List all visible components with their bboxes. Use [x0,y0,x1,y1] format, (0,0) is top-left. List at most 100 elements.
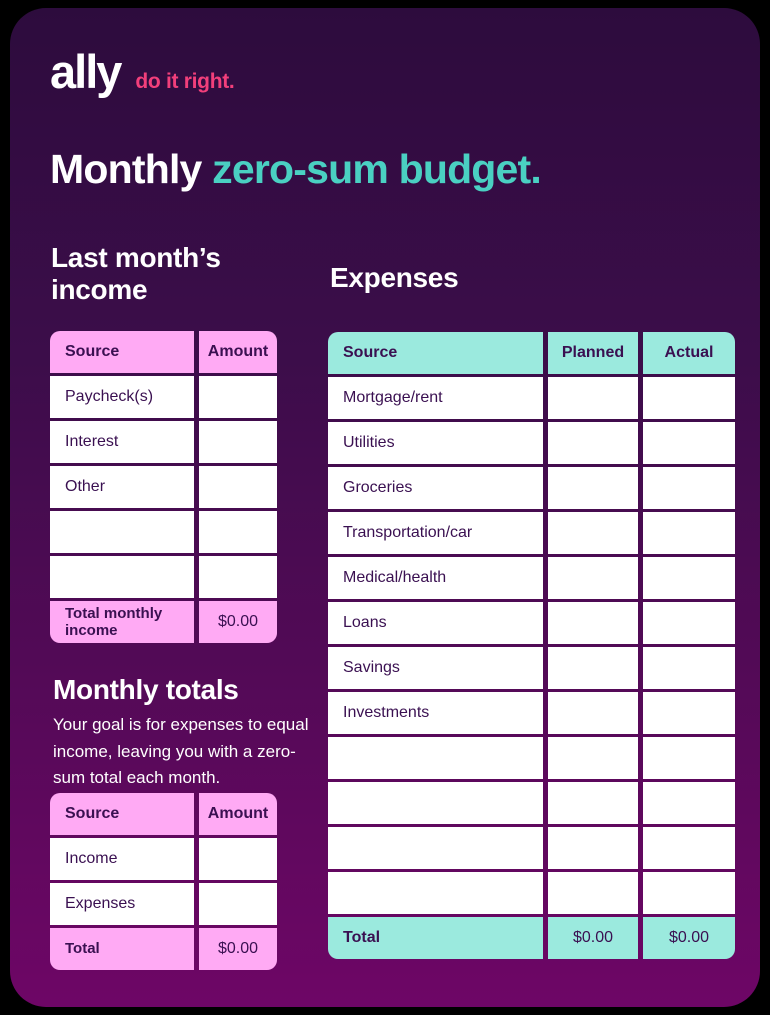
income-header-amount: Amount [199,331,277,373]
worksheet-card: ally do it right. Monthly zero-sum budge… [10,8,760,1007]
income-row [50,556,277,598]
expense-actual-cell [643,557,735,599]
expenses-section-heading: Expenses [330,262,459,293]
expense-source-cell: Savings [328,647,543,689]
income-amount-cell [199,376,277,418]
page-title-zero-sum: zero-sum budget. [212,146,542,192]
expense-row: Mortgage/rent [328,377,735,419]
expense-row: Investments [328,692,735,734]
income-row: Other [50,466,277,508]
expense-row: Loans [328,602,735,644]
ally-logo: ally [50,45,122,98]
totals-row: Expenses [50,883,277,925]
totals-amount-cell [199,838,277,880]
totals-header-source: Source [50,793,194,835]
monthly-totals-heading: Monthly totals [53,674,239,705]
expense-actual-cell [643,422,735,464]
expense-actual-cell [643,737,735,779]
income-header-source: Source [50,331,194,373]
expense-row [328,872,735,914]
income-amount-cell [199,466,277,508]
income-source-cell: Other [50,466,194,508]
expense-actual-cell [643,512,735,554]
income-source-cell [50,556,194,598]
expense-source-cell: Loans [328,602,543,644]
totals-table-header-row: Source Amount [50,793,277,835]
expense-source-cell [328,782,543,824]
expenses-header-planned: Planned [548,332,638,374]
income-row: Paycheck(s) [50,376,277,418]
brand-tagline: do it right. [135,70,235,93]
expenses-total-label: Total [328,917,543,959]
income-row [50,511,277,553]
income-source-cell [50,511,194,553]
expense-planned-cell [548,782,638,824]
expense-source-cell: Mortgage/rent [328,377,543,419]
totals-row: Income [50,838,277,880]
expense-planned-cell [548,512,638,554]
expense-planned-cell [548,467,638,509]
expense-row: Medical/health [328,557,735,599]
expense-planned-cell [548,872,638,914]
expense-source-cell: Groceries [328,467,543,509]
income-table: Source Amount Paycheck(s) Interest Other [50,331,277,643]
expense-planned-cell [548,827,638,869]
expense-row: Groceries [328,467,735,509]
totals-source-cell: Income [50,838,194,880]
expense-planned-cell [548,602,638,644]
expense-row: Transportation/car [328,512,735,554]
expense-source-cell: Transportation/car [328,512,543,554]
expenses-table: Source Planned Actual Mortgage/rent Util… [328,332,735,959]
income-row: Interest [50,421,277,463]
expenses-header-source: Source [328,332,543,374]
totals-amount-cell [199,883,277,925]
expense-actual-cell [643,692,735,734]
expense-row: Utilities [328,422,735,464]
expense-planned-cell [548,377,638,419]
income-section-heading: Last month’s income [51,242,221,306]
income-amount-cell [199,556,277,598]
monthly-totals-description: Your goal is for expenses to equal incom… [53,715,309,788]
expense-source-cell [328,872,543,914]
income-source-cell: Interest [50,421,194,463]
income-amount-cell [199,511,277,553]
expense-actual-cell [643,467,735,509]
expense-planned-cell [548,692,638,734]
expense-planned-cell [548,557,638,599]
monthly-totals-table: Source Amount Income Expenses Total $0.0… [50,793,277,970]
totals-total-label: Total [50,928,194,970]
expenses-total-planned: $0.00 [548,917,638,959]
expense-actual-cell [643,782,735,824]
expenses-total-actual: $0.00 [643,917,735,959]
expense-row: Savings [328,647,735,689]
income-source-cell: Paycheck(s) [50,376,194,418]
expenses-table-header-row: Source Planned Actual [328,332,735,374]
expense-row [328,827,735,869]
totals-header-amount: Amount [199,793,277,835]
expense-actual-cell [643,827,735,869]
income-total-amount: $0.00 [199,601,277,643]
totals-total-row: Total $0.00 [50,928,277,970]
expense-actual-cell [643,647,735,689]
income-total-row: Total monthly income $0.00 [50,601,277,643]
totals-source-cell: Expenses [50,883,194,925]
brand-header: ally do it right. [50,45,235,98]
expense-source-cell: Investments [328,692,543,734]
expenses-header-actual: Actual [643,332,735,374]
expense-planned-cell [548,647,638,689]
income-amount-cell [199,421,277,463]
expense-planned-cell [548,737,638,779]
expense-row [328,782,735,824]
page-title: Monthly zero-sum budget. [50,146,542,193]
expense-source-cell [328,827,543,869]
expense-row [328,737,735,779]
income-total-label: Total monthly income [50,601,194,643]
expense-source-cell: Medical/health [328,557,543,599]
totals-total-amount: $0.00 [199,928,277,970]
income-table-header-row: Source Amount [50,331,277,373]
expense-source-cell: Utilities [328,422,543,464]
expense-actual-cell [643,872,735,914]
expenses-total-row: Total $0.00 $0.00 [328,917,735,959]
expense-actual-cell [643,377,735,419]
